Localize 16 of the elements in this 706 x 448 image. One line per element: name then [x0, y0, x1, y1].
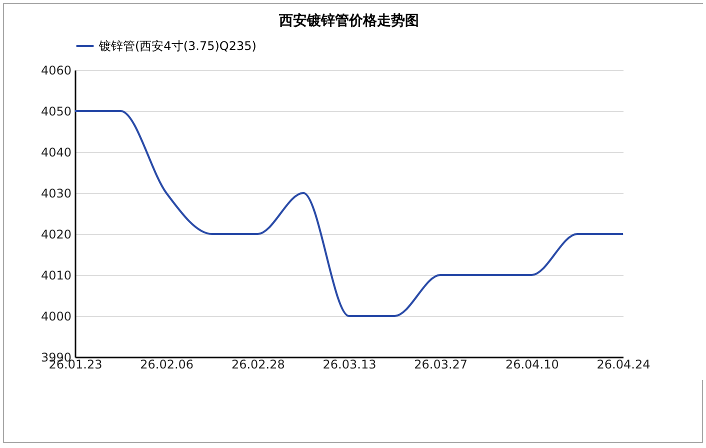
y-tick-label: 4000 [40, 310, 72, 324]
y-tick-label: 4010 [40, 268, 72, 282]
y-tick-label: 4030 [40, 186, 72, 200]
x-tick-label: 26.04.24 [596, 358, 650, 372]
x-tick-label: 26.04.10 [505, 358, 559, 372]
line-series [74, 110, 624, 317]
x-tick-label: 26.03.13 [322, 358, 376, 372]
x-tick-label: 26.02.06 [140, 358, 194, 372]
y-tick-label: 4060 [40, 64, 72, 78]
y-tick-label: 4020 [40, 228, 72, 242]
y-tick-label: 4040 [40, 146, 72, 160]
x-tick-label: 26.03.27 [414, 358, 468, 372]
chart-title: 西安镀锌管价格走势图 [278, 12, 419, 29]
legend-label: 镀锌管(西安4寸(3.75)Q235) [98, 39, 256, 53]
y-tick-label: 4050 [40, 104, 72, 118]
x-tick-label: 26.02.28 [231, 358, 285, 372]
